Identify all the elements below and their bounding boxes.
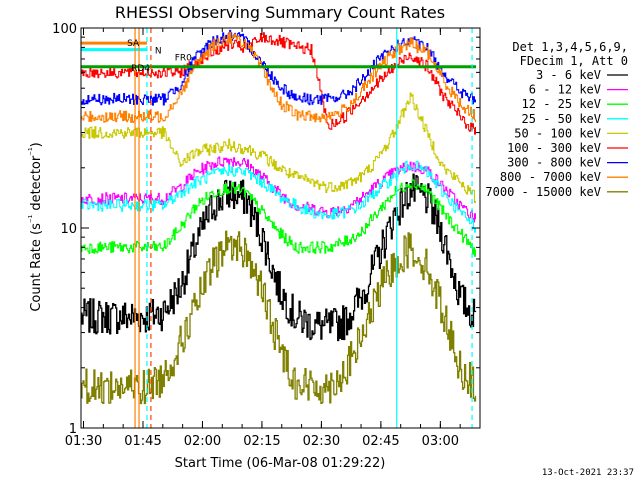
series-line-7000-15000-kev xyxy=(81,230,477,405)
x-tick-label: 02:00 xyxy=(184,434,221,449)
series-line-12-25-kev xyxy=(81,178,476,257)
legend-label-2: 12 - 25 keV xyxy=(522,97,601,111)
plot-area xyxy=(81,29,477,405)
series-line-800-7000-kev xyxy=(81,32,476,123)
legend-label-5: 100 - 300 keV xyxy=(507,141,601,155)
axes: 01:30 01:45 02:00 02:15 02:30 02:45 03:00 1 10 10… xyxy=(52,22,481,449)
y-tick-label: 10 xyxy=(60,222,77,237)
annotation-n: N xyxy=(155,47,162,57)
legend-label-4: 50 - 100 keV xyxy=(514,126,601,140)
x-tick-label: 01:30 xyxy=(65,434,102,449)
x-tick-label: 02:45 xyxy=(362,434,399,449)
x-tick-label: 02:15 xyxy=(243,434,280,449)
y-axis-label: Count Rate (s⁻¹ detector⁻¹) xyxy=(28,142,44,311)
legend-header-line-2: FDecim 1, Att 0 xyxy=(520,54,628,68)
y-tick-label: 1 xyxy=(69,422,77,437)
legend-label-1: 6 - 12 keV xyxy=(529,83,601,97)
instrument-markers: SA N RD4 FR0 xyxy=(81,28,477,428)
legend-label-3: 25 - 50 keV xyxy=(522,112,601,126)
legend: Det 1,3,4,5,6,9, FDecim 1, Att 0 3 - 6 k… xyxy=(485,40,628,199)
legend-header-line-1: Det 1,3,4,5,6,9, xyxy=(512,40,628,54)
annotation-rd4: RD4 xyxy=(131,64,150,74)
legend-label-0: 3 - 6 keV xyxy=(536,68,601,82)
timestamp: 13-Oct-2021 23:37 xyxy=(542,468,634,478)
x-tick-label: 02:30 xyxy=(303,434,340,449)
x-tick-label: 03:00 xyxy=(422,434,459,449)
legend-label-8: 7000 - 15000 keV xyxy=(485,185,601,199)
x-tick-label: 01:45 xyxy=(124,434,161,449)
legend-label-6: 300 - 800 keV xyxy=(507,156,601,170)
chart-title: RHESSI Observing Summary Count Rates xyxy=(115,3,445,22)
y-tick-label: 100 xyxy=(52,22,77,37)
annotation-fr0: FR0 xyxy=(175,54,192,64)
x-axis-label: Start Time (06-Mar-08 01:29:22) xyxy=(175,456,386,471)
annotation-sa: SA xyxy=(127,39,140,49)
legend-label-7: 800 - 7000 keV xyxy=(500,170,601,184)
